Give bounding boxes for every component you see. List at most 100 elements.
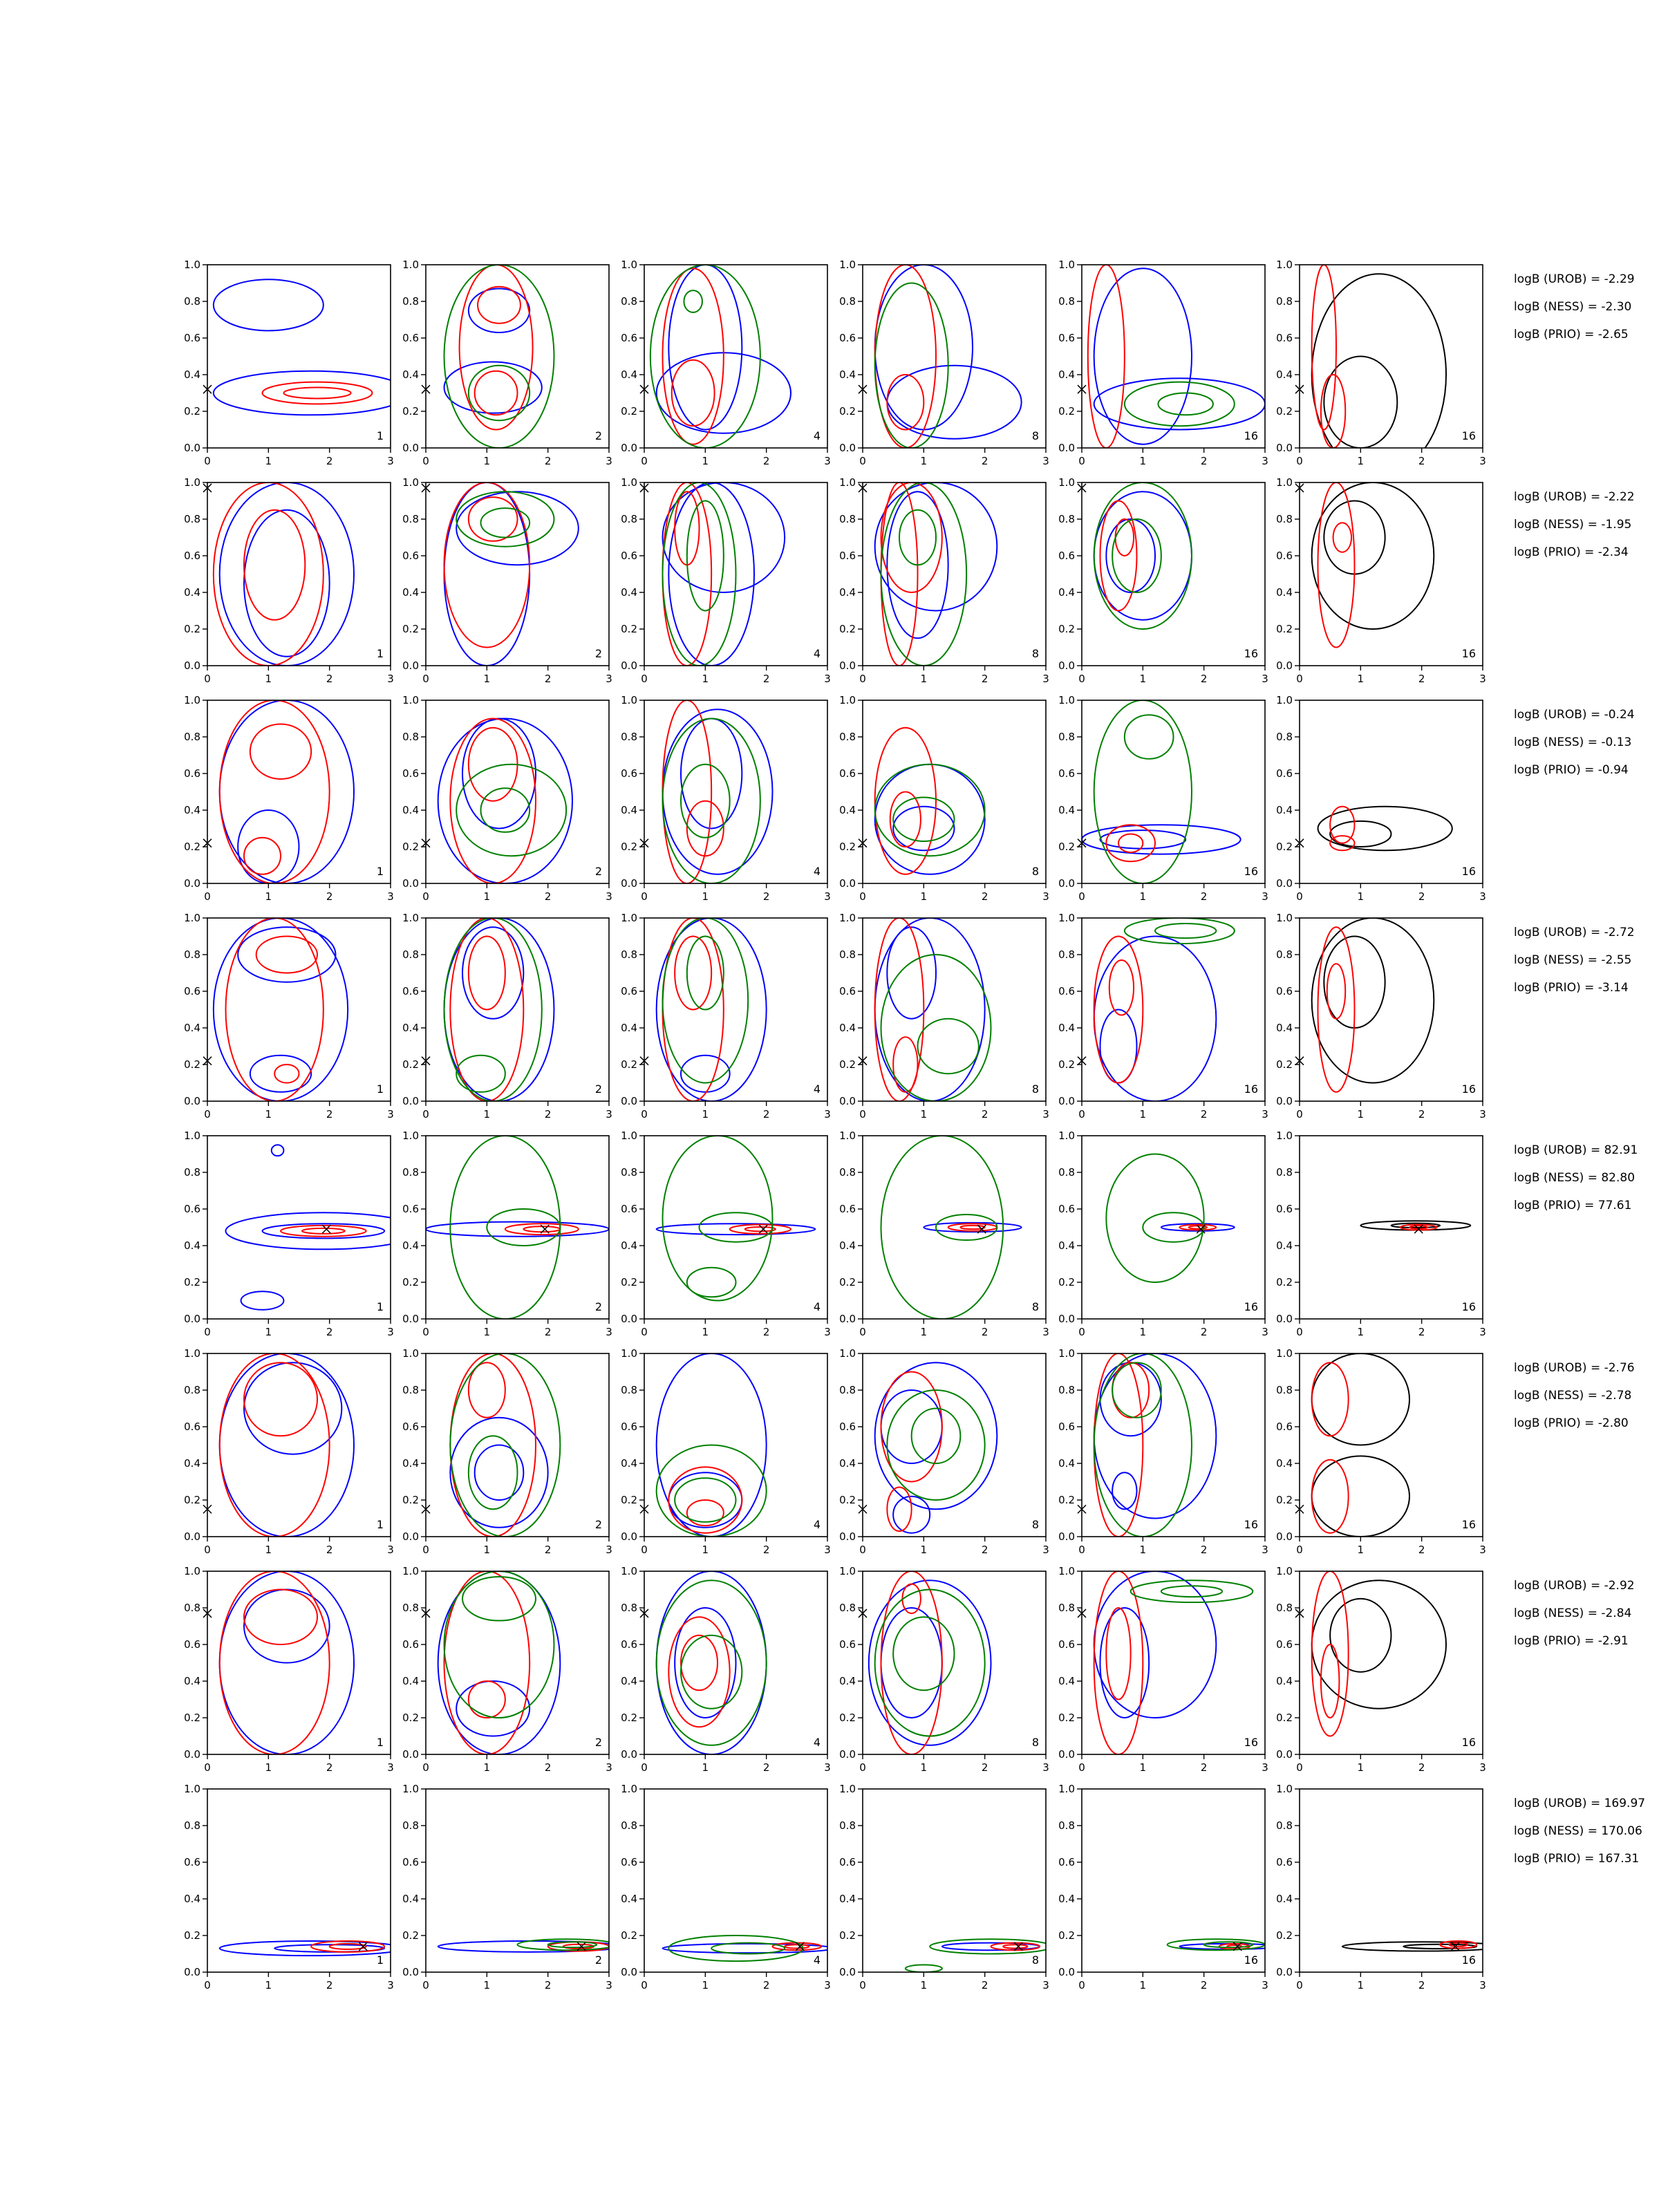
contour-line [917,1018,980,1075]
contour-layer [655,918,767,1101]
logb-prio-text: logB (PRIO) = -2.65 [1514,328,1629,341]
x-tick-label: 3 [606,890,612,903]
y-tick-label: 0.6 [621,1856,637,1868]
contour-line [212,370,391,416]
y-tick-label: 0.8 [1276,948,1293,961]
contour-line [1123,714,1174,760]
y-tick-label: 0.8 [621,513,637,525]
contour-layer [874,918,992,1101]
contour-line [686,935,724,1011]
y-tick-label: 1.0 [621,694,637,706]
contour-layer [655,1353,767,1537]
y-tick-label: 0.6 [184,1856,200,1868]
true-value-marker [540,1224,550,1234]
y-tick-label: 0.6 [1276,1421,1293,1433]
contour-layer [1082,700,1241,883]
y-tick-label: 0.2 [402,1276,419,1288]
y-tick-label: 1.0 [184,1783,200,1795]
panel: 0 1 2 3 0.0 0.2 0.4 0.6 0.8 1.0 8 [839,1130,1049,1338]
panel-frame [1081,1353,1266,1537]
x-tick-label: 3 [824,1326,831,1338]
contour-line [1203,1941,1254,1949]
panel-label: 16 [1462,1518,1476,1531]
x-tick-label: 0 [1296,673,1303,685]
x-tick-label: 1 [1358,455,1365,467]
panel-frame [1081,1571,1266,1755]
true-value-marker [1414,1224,1423,1234]
y-tick-label: 0.6 [184,332,200,344]
panel-frame [1081,482,1266,666]
x-tick-label: 0 [1296,1544,1303,1556]
y-tick-label: 0.4 [1058,1457,1075,1470]
panel-label: 8 [1032,865,1039,878]
contour-line [218,1353,330,1537]
contour-line [729,1224,792,1235]
panel-frame [1299,1135,1483,1320]
panel: 0 1 2 3 0.0 0.2 0.4 0.6 0.8 1.0 1 [184,476,394,685]
panel-frame [1081,1788,1266,1973]
y-tick-label: 0.2 [402,623,419,635]
y-tick-label: 0.8 [402,513,419,525]
panel-label: 4 [814,1300,821,1313]
panel: 0 1 2 3 0.0 0.2 0.4 0.6 0.8 1.0 16 [1276,476,1486,685]
contour-line [486,1208,561,1246]
contour-line [886,926,937,1020]
y-tick-label: 0.0 [621,1095,637,1107]
x-tick-label: 2 [326,1544,333,1556]
y-tick-label: 1.0 [1276,1783,1293,1795]
panel-label: 16 [1244,1953,1258,1967]
x-tick-label: 3 [1262,1108,1268,1121]
contour-line [1093,377,1265,431]
y-tick-label: 0.4 [839,1457,856,1470]
x-tick-label: 0 [1078,673,1085,685]
y-tick-label: 0.0 [621,442,637,454]
y-tick-label: 0.6 [839,985,856,997]
y-tick-label: 1.0 [184,1565,200,1577]
panel-frame [207,917,391,1102]
logb-urob-text: logB (UROB) = -0.24 [1514,708,1635,722]
panel-frame [425,482,610,666]
contour-layer [218,700,355,883]
panel-frame [1081,1135,1266,1320]
x-tick-label: 2 [1201,1761,1208,1774]
panel-frame [1299,700,1483,884]
y-tick-label: 0.2 [402,1494,419,1506]
y-tick-label: 0.6 [184,767,200,780]
y-tick-label: 0.6 [839,332,856,344]
panel-label: 16 [1462,1082,1476,1096]
y-tick-label: 0.0 [184,442,200,454]
contour-line [1112,518,1162,593]
x-tick-label: 2 [1201,1326,1208,1338]
contour-line [474,1444,525,1501]
contour-line [1317,482,1356,648]
x-tick-label: 3 [1262,455,1268,467]
panel-label: 2 [595,647,602,660]
contour-line [456,491,579,566]
y-tick-label: 0.0 [402,442,419,454]
contour-line [935,1213,998,1241]
panel: 0 1 2 3 0.0 0.2 0.4 0.6 0.8 1.0 2 [402,259,612,467]
y-tick-label: 0.8 [1276,1166,1293,1179]
contour-line [243,1362,343,1455]
contour-line [449,918,525,1101]
contour-line [462,1575,536,1622]
panel: 0 1 2 3 0.0 0.2 0.4 0.6 0.8 1.0 16 [1058,1565,1268,1774]
x-tick-label: 1 [265,1326,272,1338]
y-tick-label: 0.8 [1276,1384,1293,1396]
x-tick-label: 2 [982,455,988,467]
y-tick-label: 0.4 [1276,1675,1293,1687]
x-tick-label: 0 [204,1761,211,1774]
contour-line [1093,482,1192,630]
panel-frame [644,1135,828,1320]
x-tick-label: 2 [545,1326,552,1338]
contour-line [662,718,761,883]
panel-frame [425,1788,610,1973]
contour-line [868,1580,992,1746]
panel-frame [862,264,1047,449]
y-tick-label: 0.4 [1276,804,1293,816]
contour-line [443,1571,555,1718]
x-tick-label: 1 [921,890,928,903]
x-tick-label: 1 [921,673,928,685]
contour-layer [218,1571,355,1754]
y-tick-label: 0.6 [402,550,419,562]
